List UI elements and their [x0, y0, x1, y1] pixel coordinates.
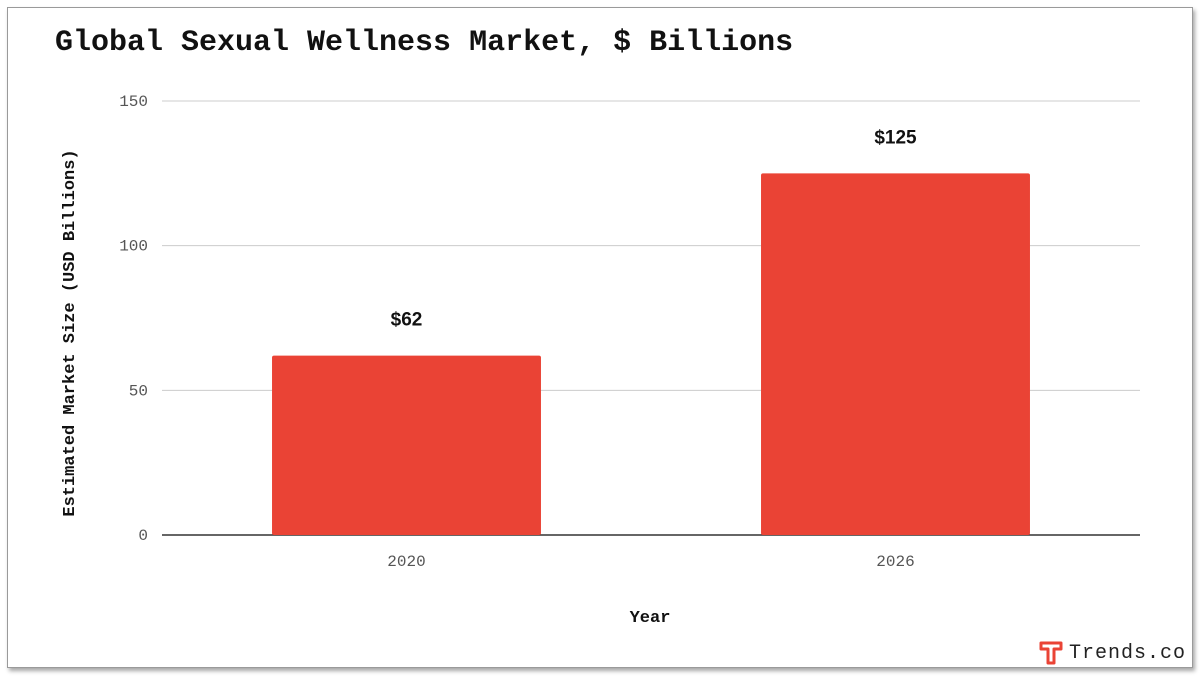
y-tick-label: 0: [138, 527, 148, 545]
trends-logo-icon: [1039, 641, 1063, 665]
brand-name: Trends.co: [1068, 641, 1186, 665]
chart-title: Global Sexual Wellness Market, $ Billion…: [55, 26, 794, 60]
data-label-2026: $125: [874, 127, 917, 148]
y-tick-label: 50: [129, 382, 148, 400]
y-tick-label: 100: [119, 238, 148, 256]
x-tick-label: 2020: [387, 553, 425, 571]
y-tick-labels: 0 50 100 150: [119, 93, 148, 545]
x-tick-label: 2026: [876, 553, 914, 571]
value-labels: $62 $125: [391, 127, 917, 330]
bar-2026: [761, 173, 1030, 536]
bars: [272, 173, 1030, 536]
y-tick-label: 150: [119, 93, 148, 111]
brand-watermark: Trends.co: [1039, 640, 1186, 666]
data-label-2020: $62: [391, 310, 423, 331]
x-tick-labels: 2020 2026: [387, 553, 914, 571]
bar-2020: [272, 355, 541, 535]
x-axis-label: Year: [630, 609, 671, 628]
y-axis-label: Estimated Market Size (USD Billions): [61, 149, 80, 516]
